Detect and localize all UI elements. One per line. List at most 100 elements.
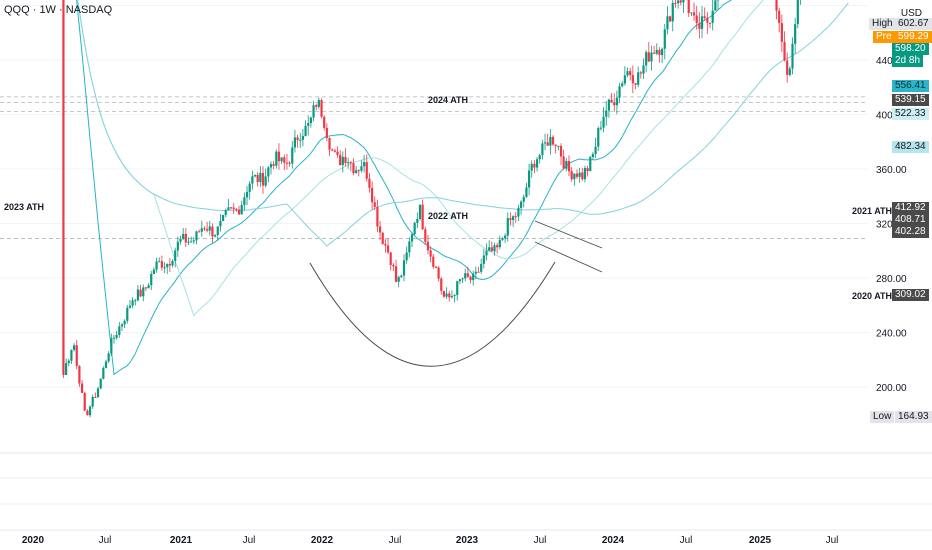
candle bbox=[780, 14, 783, 53]
grid-lines bbox=[0, 5, 932, 531]
candle bbox=[75, 339, 78, 370]
candle bbox=[363, 155, 366, 173]
candle-body bbox=[607, 99, 611, 111]
time-axis[interactable]: 2020 Jul 2021 Jul 2022 Jul 2023 Jul 2024 Jul 2025 J… bbox=[22, 535, 839, 546]
candle-body bbox=[312, 105, 315, 118]
candle bbox=[525, 182, 528, 198]
candle bbox=[190, 236, 193, 243]
candle-body bbox=[512, 216, 515, 221]
candle bbox=[482, 248, 485, 269]
candle bbox=[115, 331, 118, 340]
candle bbox=[285, 153, 289, 170]
candle bbox=[575, 169, 579, 179]
candle bbox=[480, 258, 483, 274]
candle bbox=[559, 143, 563, 166]
candle-body bbox=[227, 207, 230, 211]
candle-body bbox=[370, 187, 374, 203]
cup-arc-drawing bbox=[309, 261, 556, 367]
candle bbox=[589, 155, 592, 172]
candle-body bbox=[551, 136, 555, 145]
candle bbox=[368, 172, 371, 193]
candle-body bbox=[426, 241, 430, 251]
level-2024-tag: 539.15 bbox=[892, 94, 929, 106]
candle bbox=[168, 258, 171, 273]
candle bbox=[703, 7, 706, 21]
candle bbox=[304, 120, 307, 137]
candle-body bbox=[442, 290, 446, 297]
candle-body bbox=[171, 260, 174, 266]
candle-body bbox=[405, 252, 408, 261]
candle bbox=[445, 287, 448, 299]
candle bbox=[658, 47, 661, 63]
candle-body bbox=[328, 138, 331, 150]
candle bbox=[655, 43, 658, 56]
candle-body bbox=[224, 210, 227, 215]
candle bbox=[275, 149, 278, 169]
candle bbox=[360, 160, 363, 173]
candle bbox=[496, 242, 499, 254]
candle-body bbox=[272, 164, 275, 166]
candle-body bbox=[277, 151, 281, 162]
candle-body bbox=[104, 361, 108, 368]
candle-body bbox=[621, 83, 624, 87]
candle bbox=[152, 267, 156, 275]
candle bbox=[639, 70, 642, 79]
candle bbox=[653, 46, 656, 54]
time-tick-label: Jul bbox=[99, 535, 112, 546]
candle-body bbox=[575, 173, 579, 177]
moving-average-fast bbox=[76, 0, 733, 376]
candle-body bbox=[78, 365, 81, 384]
candle-body bbox=[610, 99, 613, 103]
candle-body bbox=[275, 151, 278, 166]
candle-body bbox=[158, 261, 161, 263]
currency-label[interactable]: USD bbox=[900, 8, 922, 19]
candle-body bbox=[591, 153, 595, 158]
candle-body bbox=[376, 206, 379, 227]
candle-body bbox=[634, 83, 637, 85]
candle-body bbox=[708, 22, 712, 24]
candle-body bbox=[653, 52, 656, 54]
price-axis[interactable]: 200.00 240.00 280.00 320.00 360.00 400.00 440.… bbox=[876, 56, 907, 394]
candle-body bbox=[535, 159, 539, 168]
candle bbox=[418, 204, 422, 221]
candle bbox=[307, 115, 310, 136]
candle bbox=[94, 392, 97, 398]
candle bbox=[200, 220, 203, 237]
candle-body bbox=[142, 287, 145, 297]
candle bbox=[245, 186, 249, 206]
candle-body bbox=[559, 145, 563, 157]
candle-body bbox=[527, 170, 531, 188]
candle-body bbox=[586, 168, 589, 172]
candle-body bbox=[62, 0, 65, 375]
candle-body bbox=[504, 235, 507, 239]
candle bbox=[450, 290, 454, 299]
candle-body bbox=[344, 156, 347, 164]
candle-body bbox=[615, 97, 618, 106]
candle-body bbox=[778, 10, 781, 24]
candle-body bbox=[176, 241, 179, 251]
candle bbox=[530, 160, 533, 178]
candle-body bbox=[594, 146, 597, 154]
candle-body bbox=[341, 156, 344, 166]
candle bbox=[70, 349, 73, 365]
symbol-title[interactable]: QQQ · 1W · NASDAQ bbox=[4, 4, 113, 16]
ma-slow-tag: 482.34 bbox=[892, 141, 929, 153]
candle bbox=[112, 334, 116, 344]
candle bbox=[501, 236, 504, 241]
candle bbox=[621, 81, 624, 88]
candle-body bbox=[363, 162, 366, 167]
candle bbox=[775, 0, 778, 20]
candle-body bbox=[182, 233, 185, 239]
candle bbox=[650, 45, 653, 71]
candle-body bbox=[618, 86, 621, 98]
candle bbox=[126, 305, 129, 324]
candle-body bbox=[126, 307, 129, 321]
price-tick-label: 280.00 bbox=[876, 274, 907, 285]
candle bbox=[349, 160, 352, 172]
candle-body bbox=[347, 162, 350, 164]
candle-body bbox=[118, 326, 121, 335]
candle-body bbox=[352, 163, 355, 174]
candle-body bbox=[434, 266, 438, 268]
candle-body bbox=[99, 378, 102, 389]
